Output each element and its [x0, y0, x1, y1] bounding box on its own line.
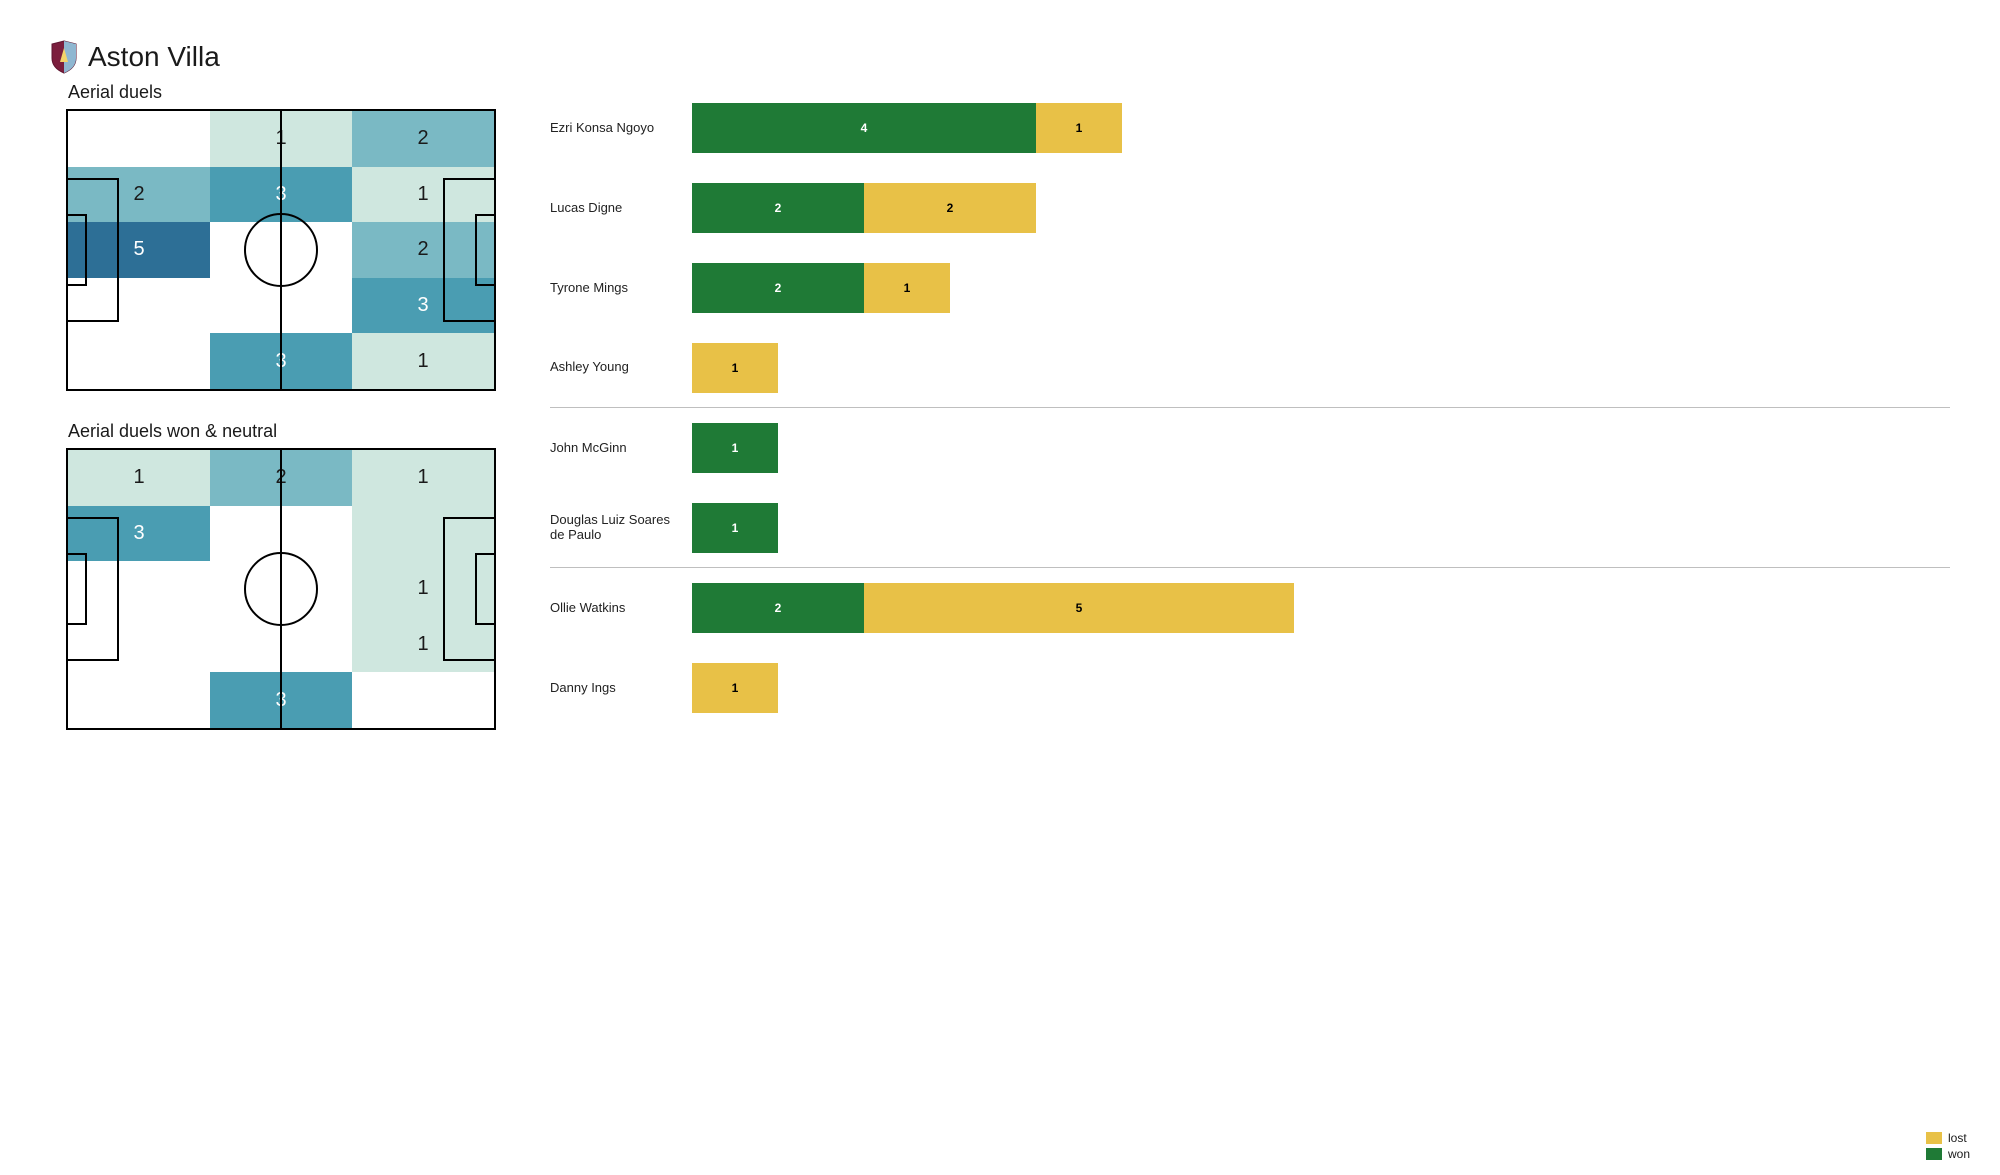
bar-track: 21 — [692, 263, 1950, 313]
bar-segment-won: 2 — [692, 583, 864, 633]
player-bar-row: Douglas Luiz Soares de Paulo1 — [550, 488, 1950, 568]
legend-label: won — [1948, 1147, 1970, 1161]
heatmap-cell — [68, 111, 210, 167]
team-name: Aston Villa — [88, 41, 220, 73]
heatmap-cell: 2 — [210, 450, 352, 506]
heatmap-grid: 1213113 — [66, 448, 496, 730]
player-bar-row: Ashley Young1 — [550, 328, 1950, 408]
player-name-label: Ashley Young — [550, 360, 692, 375]
bar-track: 41 — [692, 103, 1950, 153]
heatmap-cell: 1 — [210, 111, 352, 167]
player-name-label: Ezri Konsa Ngoyo — [550, 121, 692, 136]
bar-track: 1 — [692, 663, 1950, 713]
player-bar-row: John McGinn1 — [550, 408, 1950, 488]
legend-item: lost — [1926, 1131, 1970, 1145]
bar-segment-won: 4 — [692, 103, 1036, 153]
heatmap-grid: 1223152331 — [66, 109, 496, 391]
legend-label: lost — [1948, 1131, 1967, 1145]
bar-segment-won: 2 — [692, 183, 864, 233]
player-name-label: Ollie Watkins — [550, 601, 692, 616]
bar-track: 1 — [692, 423, 1950, 473]
team-header: Aston Villa — [50, 40, 1950, 74]
heatmap-cell: 1 — [352, 617, 494, 673]
bar-segment-won: 1 — [692, 503, 778, 553]
heatmap-cell: 3 — [68, 506, 210, 562]
player-bar-row: Tyrone Mings21 — [550, 248, 1950, 328]
player-bar-row: Danny Ings1 — [550, 648, 1950, 728]
heatmap-cell — [68, 561, 210, 617]
bar-segment-lost: 1 — [1036, 103, 1122, 153]
player-name-label: Danny Ings — [550, 681, 692, 696]
player-bar-chart: Ezri Konsa Ngoyo41Lucas Digne22Tyrone Mi… — [550, 88, 1950, 728]
heatmap-cell: 3 — [210, 672, 352, 728]
player-name-label: Tyrone Mings — [550, 281, 692, 296]
bar-segment-lost: 5 — [864, 583, 1294, 633]
heatmap-cell: 1 — [352, 561, 494, 617]
bar-track: 1 — [692, 343, 1950, 393]
heatmap-title: Aerial duels won & neutral — [68, 421, 520, 442]
heatmap-title: Aerial duels — [68, 82, 520, 103]
player-name-label: Lucas Digne — [550, 201, 692, 216]
heatmap-cell — [210, 506, 352, 562]
heatmap-cell — [352, 672, 494, 728]
heatmap-cell: 2 — [68, 167, 210, 223]
heatmap-aerial-duels-won: Aerial duels won & neutral 1213113 — [50, 421, 520, 730]
heatmap-cell: 1 — [352, 333, 494, 389]
heatmap-cell: 3 — [352, 278, 494, 334]
heatmap-cell: 1 — [68, 450, 210, 506]
heatmap-cell: 1 — [352, 167, 494, 223]
heatmap-cell: 3 — [210, 167, 352, 223]
legend: lost won — [1926, 1129, 1970, 1161]
legend-swatch-icon — [1926, 1148, 1942, 1160]
heatmap-cell: 3 — [210, 333, 352, 389]
heatmap-cell — [68, 617, 210, 673]
heatmap-cell: 2 — [352, 111, 494, 167]
bar-track: 22 — [692, 183, 1950, 233]
bar-segment-lost: 1 — [864, 263, 950, 313]
club-crest-icon — [50, 40, 78, 74]
bar-segment-won: 2 — [692, 263, 864, 313]
heatmap-cell — [210, 222, 352, 278]
heatmap-cell: 5 — [68, 222, 210, 278]
heatmap-aerial-duels: Aerial duels 1223152331 — [50, 82, 520, 391]
heatmap-cell — [68, 672, 210, 728]
bar-segment-lost: 1 — [692, 343, 778, 393]
heatmap-cell: 1 — [352, 450, 494, 506]
legend-swatch-icon — [1926, 1132, 1942, 1144]
player-bar-row: Ollie Watkins25 — [550, 568, 1950, 648]
bar-segment-lost: 2 — [864, 183, 1036, 233]
player-bar-row: Lucas Digne22 — [550, 168, 1950, 248]
legend-item: won — [1926, 1147, 1970, 1161]
heatmap-cell: 2 — [352, 222, 494, 278]
player-bar-row: Ezri Konsa Ngoyo41 — [550, 88, 1950, 168]
player-name-label: Douglas Luiz Soares de Paulo — [550, 513, 692, 543]
heatmap-cell — [210, 561, 352, 617]
heatmap-cell — [210, 617, 352, 673]
bar-track: 1 — [692, 503, 1950, 553]
heatmap-cell — [352, 506, 494, 562]
player-name-label: John McGinn — [550, 441, 692, 456]
bar-track: 25 — [692, 583, 1950, 633]
bar-segment-won: 1 — [692, 423, 778, 473]
heatmap-cell — [68, 278, 210, 334]
heatmap-cell — [68, 333, 210, 389]
bar-segment-lost: 1 — [692, 663, 778, 713]
heatmap-cell — [210, 278, 352, 334]
